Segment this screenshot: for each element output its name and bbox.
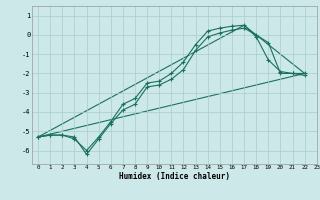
X-axis label: Humidex (Indice chaleur): Humidex (Indice chaleur) [119, 172, 230, 181]
